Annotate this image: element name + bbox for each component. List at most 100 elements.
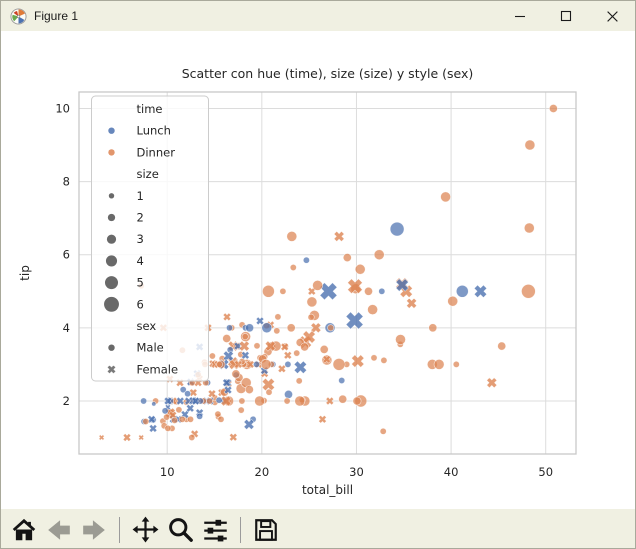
legend-section-title: time bbox=[137, 102, 163, 116]
scatter-point bbox=[284, 360, 292, 368]
scatter-point bbox=[191, 396, 200, 406]
scatter-point bbox=[222, 350, 234, 362]
scatter-point bbox=[322, 355, 331, 364]
maximize-button[interactable] bbox=[543, 1, 589, 31]
scatter-point bbox=[274, 313, 282, 321]
minimize-icon bbox=[515, 15, 525, 18]
scatter-point bbox=[245, 323, 254, 333]
matplotlib-logo-icon bbox=[10, 7, 27, 25]
scatter-point bbox=[367, 304, 378, 315]
legend-item-label: 2 bbox=[137, 211, 144, 225]
scatter-point bbox=[302, 330, 316, 344]
scatter-points bbox=[98, 104, 558, 442]
scatter-point bbox=[264, 340, 276, 352]
pan-button[interactable] bbox=[129, 514, 161, 546]
scatter-point bbox=[237, 406, 245, 414]
figure-canvas[interactable]: Scatter con hue (time), size (size) y st… bbox=[1, 31, 635, 509]
scatter-point bbox=[379, 427, 387, 435]
scatter-point bbox=[208, 352, 216, 360]
close-icon bbox=[606, 10, 618, 22]
scatter-point bbox=[163, 396, 173, 406]
forward-button[interactable] bbox=[78, 514, 110, 546]
toolbar-separator bbox=[240, 516, 241, 543]
scatter-point bbox=[325, 396, 335, 406]
scatter-point bbox=[262, 284, 275, 298]
scatter-point bbox=[244, 385, 254, 394]
scatter-point bbox=[226, 324, 233, 332]
sliders-icon bbox=[203, 519, 227, 542]
y-tick-label: 4 bbox=[63, 321, 70, 335]
x-tick-label: 40 bbox=[444, 465, 459, 479]
scatter-point bbox=[164, 424, 172, 432]
close-button[interactable] bbox=[589, 1, 635, 31]
zoom-button[interactable] bbox=[164, 514, 196, 546]
scatter-point bbox=[455, 284, 469, 298]
x-tick-label: 20 bbox=[255, 465, 270, 479]
y-tick-label: 6 bbox=[63, 248, 70, 262]
scatter-point bbox=[497, 341, 507, 351]
scatter-point bbox=[253, 360, 260, 368]
forward-arrow-icon bbox=[83, 519, 105, 540]
window-controls bbox=[497, 1, 635, 31]
scatter-point bbox=[238, 340, 250, 352]
scatter-point bbox=[222, 334, 232, 343]
scatter-point bbox=[184, 390, 192, 398]
scatter-point bbox=[142, 418, 150, 425]
legend-item-label: Male bbox=[137, 341, 164, 355]
scatter-point bbox=[289, 264, 297, 271]
scatter-point bbox=[217, 415, 225, 423]
save-button[interactable] bbox=[250, 514, 282, 546]
scatter-point bbox=[523, 222, 535, 234]
scatter-point bbox=[151, 401, 157, 407]
legend-item-label: 3 bbox=[137, 232, 144, 246]
scatter-point bbox=[220, 395, 232, 407]
scatter-point bbox=[196, 412, 204, 420]
scatter-point bbox=[254, 395, 265, 407]
legend-marker bbox=[108, 193, 115, 199]
legend-marker bbox=[105, 276, 118, 290]
maximize-icon bbox=[560, 10, 572, 22]
scatter-point bbox=[214, 410, 222, 418]
scatter-point bbox=[273, 327, 281, 335]
scatter-point bbox=[241, 351, 250, 360]
scatter-point bbox=[378, 287, 386, 295]
titlebar[interactable]: Figure 1 bbox=[1, 1, 635, 31]
scatter-point bbox=[389, 221, 405, 237]
scatter-point bbox=[147, 415, 156, 424]
scatter-point bbox=[261, 322, 273, 334]
legend-marker bbox=[106, 234, 117, 244]
scatter-point bbox=[106, 364, 117, 374]
scatter-point bbox=[370, 354, 378, 362]
scatter-point bbox=[333, 230, 345, 242]
scatter-point bbox=[406, 297, 418, 309]
scatter-point bbox=[486, 377, 498, 389]
scatter-point bbox=[549, 104, 558, 113]
scatter-point bbox=[238, 397, 246, 405]
scatter-point bbox=[351, 354, 365, 368]
scatter-point bbox=[295, 377, 303, 385]
scatter-point bbox=[277, 364, 287, 374]
y-tick-label: 8 bbox=[63, 175, 70, 189]
legend-marker bbox=[108, 149, 115, 156]
scatter-point bbox=[294, 395, 306, 407]
scatter-point bbox=[318, 415, 327, 424]
scatter-point bbox=[178, 415, 186, 423]
scatter-point bbox=[171, 416, 178, 424]
home-button[interactable] bbox=[8, 514, 40, 546]
legend-marker bbox=[108, 344, 115, 351]
configure-subplots-button[interactable] bbox=[199, 514, 231, 546]
scatter-point bbox=[345, 311, 364, 330]
scatter-point bbox=[312, 280, 323, 291]
scatter-point bbox=[215, 396, 223, 404]
scatter-point bbox=[255, 316, 265, 326]
scatter-point bbox=[176, 396, 185, 406]
minimize-button[interactable] bbox=[497, 1, 543, 31]
scatter-point bbox=[310, 322, 322, 334]
scatter-point bbox=[293, 349, 301, 357]
x-tick-label: 30 bbox=[349, 465, 364, 479]
back-button[interactable] bbox=[43, 514, 75, 546]
chart-title: Scatter con hue (time), size (size) y st… bbox=[182, 66, 474, 81]
scatter-point bbox=[140, 397, 148, 405]
scatter-point bbox=[229, 432, 238, 442]
